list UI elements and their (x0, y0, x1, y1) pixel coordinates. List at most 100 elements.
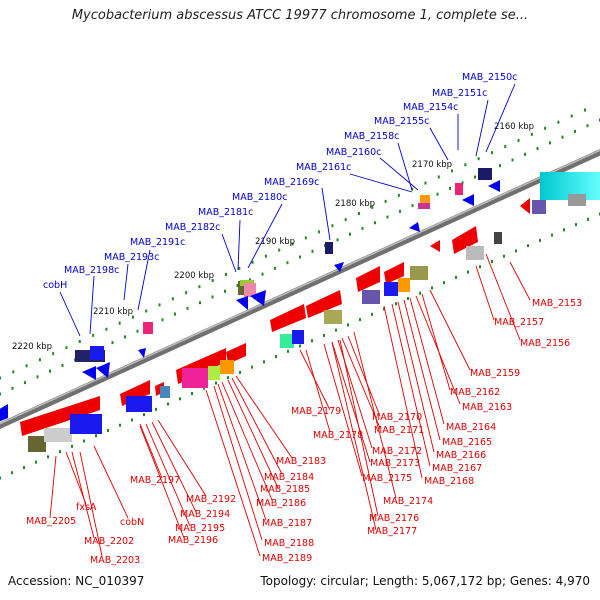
gene-label: MAB_2184 (264, 472, 314, 483)
gene-label: MAB_2202 (84, 536, 134, 547)
gene-label: MAB_2155c (374, 116, 429, 127)
tick-mark (186, 306, 189, 310)
gene-label: MAB_2150c (462, 72, 517, 83)
tick-mark (467, 270, 469, 274)
leader-line (71, 451, 95, 539)
leader-line (59, 291, 81, 337)
gene-feature (28, 436, 46, 452)
leader-line (123, 263, 129, 301)
tick-mark (251, 365, 253, 369)
tick-mark (407, 296, 409, 300)
leader-line (89, 275, 95, 335)
leader-line (321, 187, 331, 241)
tick-mark (211, 295, 214, 299)
tick-mark (275, 355, 277, 359)
gene-label: MAB_2182c (165, 222, 220, 233)
gene-label: MAB_2179 (291, 406, 341, 417)
gene-label: MAB_2195 (175, 523, 225, 534)
tick-mark (185, 291, 188, 295)
tick-mark (331, 224, 334, 228)
tick-mark (224, 289, 226, 293)
tick-mark (158, 303, 161, 307)
gene-feature (324, 310, 342, 324)
leader-line (485, 83, 516, 153)
tick-mark (11, 386, 14, 390)
gene-arrow (452, 226, 478, 254)
gene-arrow (462, 194, 474, 206)
gene-label: MAB_2160c (326, 147, 381, 158)
leader-line (379, 157, 419, 191)
leader-line (421, 293, 451, 391)
gene-feature (182, 368, 208, 388)
tick-mark (436, 192, 439, 196)
tick-mark (490, 151, 493, 155)
leader-line (475, 99, 489, 157)
gene-arrow (0, 404, 8, 422)
reverse-arrows[interactable] (0, 198, 530, 436)
tick-mark (386, 215, 389, 219)
leader-line (353, 331, 397, 499)
gene-feature (292, 330, 304, 344)
leader-line (391, 303, 431, 467)
gene-label: MAB_2158c (344, 131, 399, 142)
tick-mark (12, 370, 15, 374)
leader-line (429, 289, 471, 371)
tick-mark (311, 249, 314, 253)
leader-line (475, 265, 495, 321)
tick-mark (443, 281, 445, 285)
reverse-features[interactable] (28, 172, 600, 452)
gene-feature (568, 194, 586, 206)
gene-feature (362, 290, 380, 304)
reverse-gene-labels[interactable]: MAB_2153 MAB_2157 MAB_2156 MAB_2159 MAB_… (26, 298, 582, 566)
forward-arrows[interactable] (82, 180, 500, 380)
leader-line (409, 297, 445, 425)
gene-label: MAB_2185 (260, 484, 310, 495)
leader-line (49, 455, 57, 519)
tick-mark (25, 364, 28, 368)
tick-mark (174, 312, 176, 316)
forward-features[interactable] (75, 168, 492, 362)
tick-mark (449, 187, 451, 190)
leader-line (221, 381, 273, 501)
gene-feature (418, 203, 430, 209)
tick-mark (78, 339, 81, 343)
gene-label: MAB_2163 (462, 402, 512, 413)
tick-mark (575, 223, 577, 227)
tick-mark (395, 302, 397, 306)
gene-arrow (82, 366, 96, 380)
leader-line (403, 299, 441, 441)
map-title: Mycobacterium abscessus ATCC 19977 chrom… (71, 8, 529, 23)
leader-line (347, 335, 381, 417)
tick-mark (587, 217, 589, 221)
gene-feature (455, 183, 463, 195)
gene-feature (44, 428, 72, 442)
tick-mark (371, 312, 373, 316)
tick-mark (357, 212, 360, 216)
leader-line (139, 423, 163, 479)
kbp-label: 2160 kbp (494, 122, 534, 132)
tick-mark (145, 309, 148, 313)
gene-label: MAB_2180c (232, 192, 287, 203)
gene-feature (478, 168, 492, 180)
gene-label: MAB_2157 (494, 317, 544, 328)
tick-mark (274, 266, 276, 270)
tick-mark (561, 135, 564, 139)
leader-line (349, 173, 413, 193)
tick-mark (105, 327, 108, 331)
leader-line (221, 233, 237, 273)
tick-mark (0, 392, 1, 396)
tick-mark (119, 423, 121, 427)
tick-mark (551, 233, 553, 237)
tick-mark (111, 341, 114, 345)
tick-mark (227, 376, 229, 380)
forward-gene-labels[interactable]: MAB_2150c MAB_2151c MAB_2154c MAB_2155c … (43, 72, 517, 291)
tick-mark (563, 228, 565, 232)
tick-mark (92, 333, 95, 337)
lower-tick-track (0, 212, 600, 480)
gene-feature (90, 346, 104, 360)
tick-mark (263, 360, 265, 364)
gene-label: MAB_2164 (446, 422, 496, 433)
tick-mark (503, 254, 505, 258)
gene-label: fxsA (76, 502, 97, 513)
